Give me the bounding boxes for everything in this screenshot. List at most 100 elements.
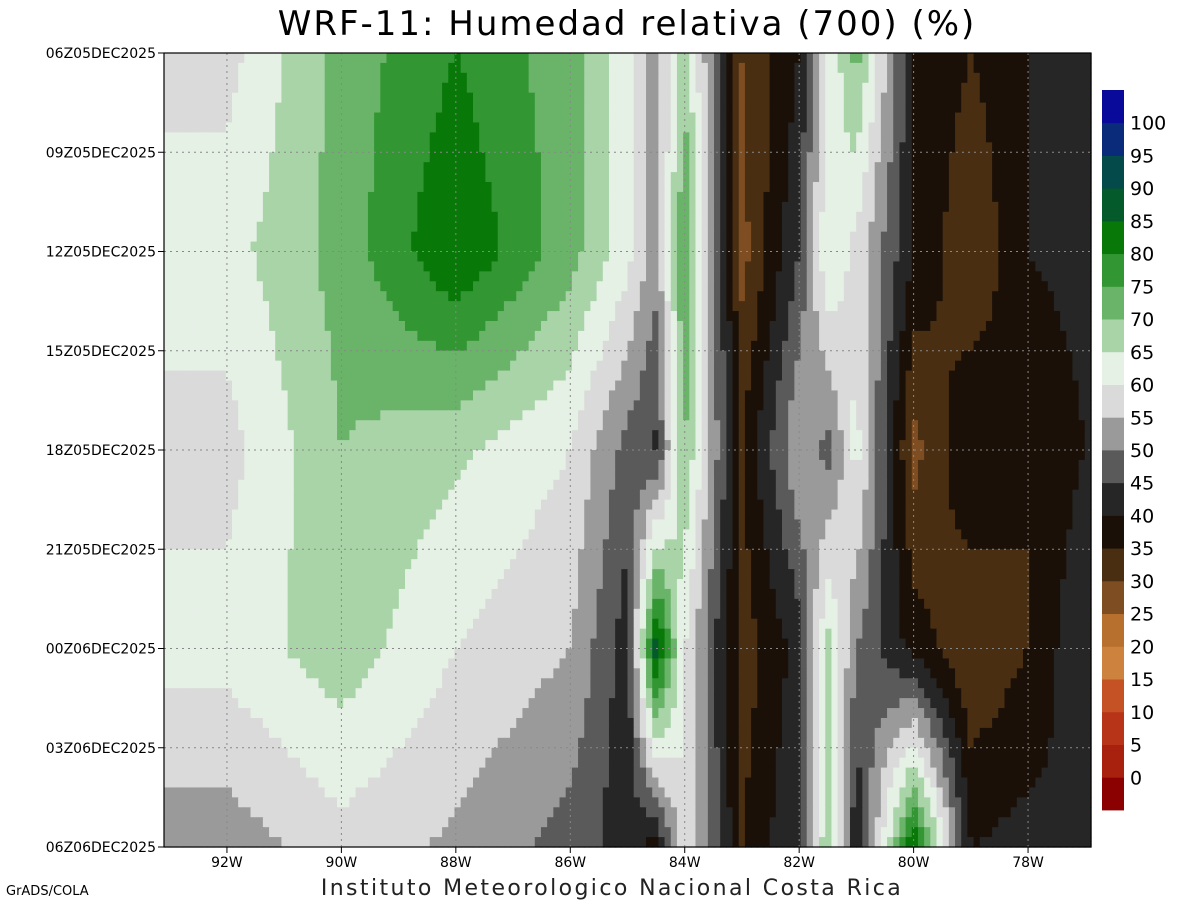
field-cell bbox=[337, 152, 344, 163]
field-cell bbox=[256, 330, 264, 342]
field-cell bbox=[448, 271, 456, 282]
field-cell bbox=[825, 152, 833, 163]
field-cell bbox=[788, 132, 795, 143]
field-cell bbox=[231, 211, 239, 223]
field-cell bbox=[392, 350, 400, 362]
field-cell bbox=[1072, 62, 1080, 74]
field-cell bbox=[238, 350, 245, 362]
field-cell bbox=[868, 162, 876, 173]
field-cell bbox=[714, 370, 721, 382]
field-cell bbox=[1023, 82, 1030, 94]
field-cell bbox=[238, 330, 245, 342]
field-cell bbox=[578, 311, 585, 322]
field-cell bbox=[244, 53, 252, 64]
field-cell bbox=[849, 53, 857, 64]
field-cell bbox=[602, 360, 610, 372]
field-cell bbox=[293, 370, 301, 382]
field-cell bbox=[256, 320, 264, 332]
field-cell bbox=[1016, 152, 1024, 163]
field-cell bbox=[874, 311, 882, 322]
field-cell bbox=[961, 92, 968, 104]
field-cell bbox=[454, 231, 462, 243]
field-cell bbox=[874, 191, 882, 203]
field-cell bbox=[646, 201, 653, 213]
field-cell bbox=[528, 172, 536, 183]
field-cell bbox=[1066, 122, 1074, 134]
field-cell bbox=[658, 152, 666, 163]
field-cell bbox=[349, 380, 357, 392]
field-cell bbox=[911, 62, 919, 74]
field-cell bbox=[608, 82, 616, 94]
field-cell bbox=[343, 350, 350, 362]
field-cell bbox=[516, 92, 524, 104]
field-cell bbox=[738, 241, 746, 253]
field-cell bbox=[182, 221, 190, 233]
field-cell bbox=[398, 82, 406, 94]
field-cell bbox=[287, 82, 295, 94]
field-cell bbox=[361, 281, 369, 292]
field-cell bbox=[361, 53, 369, 64]
field-cell bbox=[299, 211, 307, 223]
field-cell bbox=[312, 102, 320, 114]
field-cell bbox=[386, 152, 394, 163]
field-cell bbox=[306, 311, 313, 322]
field-cell bbox=[924, 311, 931, 322]
field-cell bbox=[880, 142, 888, 153]
field-cell bbox=[1060, 211, 1067, 223]
field-cell bbox=[868, 152, 876, 163]
field-cell bbox=[1023, 251, 1030, 263]
field-cell bbox=[324, 142, 332, 153]
field-cell bbox=[231, 191, 239, 203]
field-cell bbox=[608, 251, 616, 263]
field-cell bbox=[182, 261, 190, 272]
field-cell bbox=[701, 82, 709, 94]
field-cell bbox=[324, 132, 332, 143]
field-cell bbox=[448, 311, 456, 322]
field-cell bbox=[738, 53, 746, 64]
field-cell bbox=[751, 102, 758, 114]
field-cell bbox=[170, 360, 177, 372]
field-cell bbox=[1010, 291, 1018, 302]
field-cell bbox=[714, 281, 721, 292]
field-cell bbox=[800, 311, 808, 322]
field-cell bbox=[942, 251, 950, 263]
field-cell bbox=[176, 152, 184, 163]
field-cell bbox=[287, 291, 295, 302]
field-cell bbox=[1066, 281, 1074, 292]
field-cell bbox=[676, 182, 684, 193]
field-cell bbox=[788, 241, 795, 253]
field-cell bbox=[164, 360, 171, 372]
field-cell bbox=[621, 142, 629, 153]
field-cell bbox=[269, 340, 276, 352]
field-cell bbox=[269, 370, 276, 382]
field-cell bbox=[868, 271, 876, 282]
field-cell bbox=[528, 132, 536, 143]
field-cell bbox=[701, 261, 709, 272]
field-cell bbox=[714, 132, 721, 143]
field-cell bbox=[479, 271, 486, 282]
field-cell bbox=[423, 53, 431, 64]
field-cell bbox=[380, 201, 388, 213]
field-cell bbox=[788, 320, 795, 332]
field-cell bbox=[979, 132, 987, 143]
field-cell bbox=[751, 142, 758, 153]
field-cell bbox=[831, 152, 839, 163]
field-cell bbox=[812, 340, 820, 352]
field-cell bbox=[608, 261, 616, 272]
field-cell bbox=[201, 122, 208, 134]
field-cell bbox=[633, 330, 641, 342]
field-cell bbox=[164, 82, 171, 94]
field-cell bbox=[590, 221, 598, 233]
field-cell bbox=[448, 221, 456, 233]
field-cell bbox=[602, 62, 610, 74]
field-cell bbox=[479, 182, 486, 193]
field-cell bbox=[293, 102, 301, 114]
field-cell bbox=[411, 301, 418, 312]
field-cell bbox=[862, 53, 870, 64]
field-cell bbox=[367, 330, 375, 342]
field-cell bbox=[1029, 251, 1036, 263]
field-cell bbox=[479, 162, 486, 173]
field-cell bbox=[967, 62, 975, 74]
field-cell bbox=[757, 311, 765, 322]
field-cell bbox=[1016, 102, 1024, 114]
